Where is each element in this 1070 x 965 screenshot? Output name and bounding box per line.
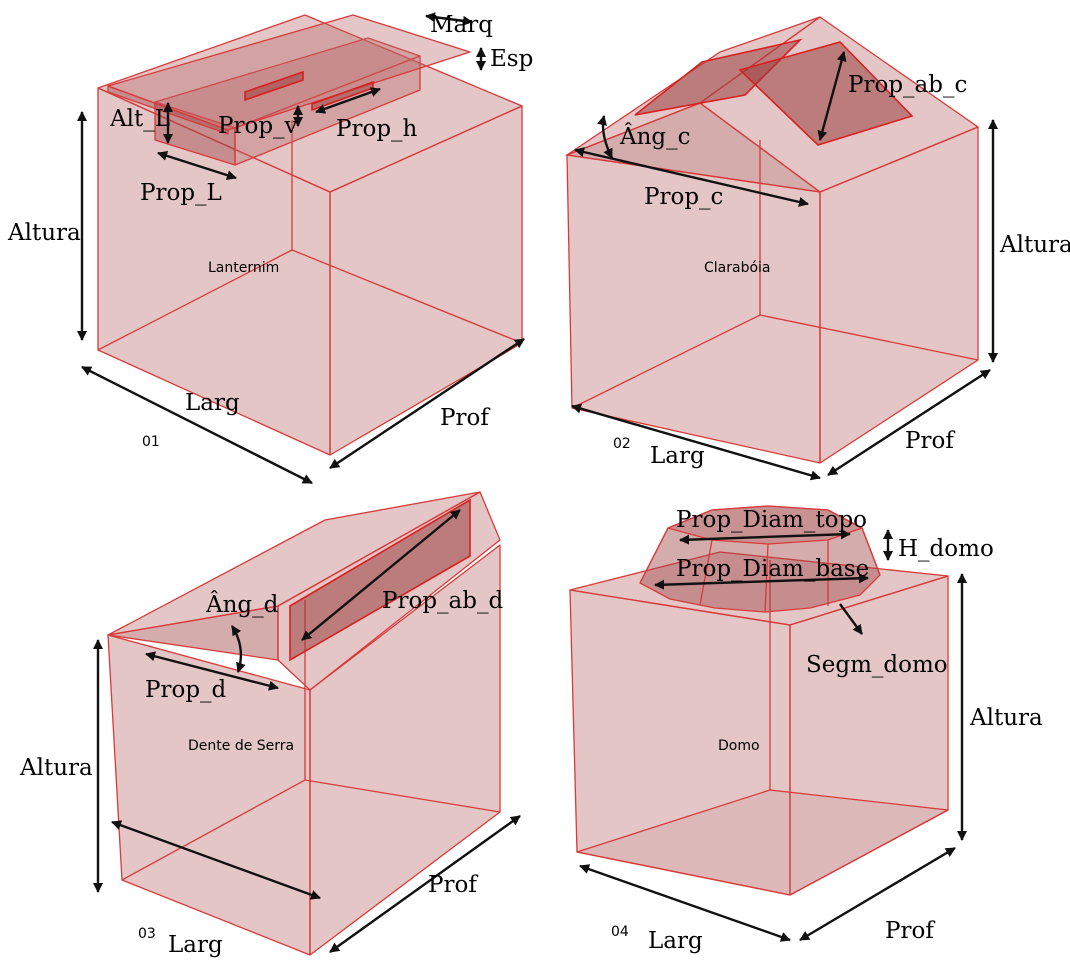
prop-d-arrow — [145, 651, 279, 691]
label-esp: Esp — [490, 46, 533, 72]
label-prop-l: Prop_L — [140, 180, 222, 206]
prop-ab-d-arrow — [301, 509, 461, 641]
label-prop-h: Prop_h — [336, 116, 418, 142]
prop-c-arrow — [574, 147, 809, 207]
label-prop-v: Prop_v — [218, 113, 298, 139]
larg-arrow — [111, 820, 321, 900]
label-prof: Prof — [428, 872, 478, 898]
label-larg: Larg — [168, 932, 223, 958]
label-prop-diam-base: Prop_Diam_base — [676, 556, 869, 582]
label-prop-c: Prop_c — [644, 184, 723, 210]
prop-h-arrow — [315, 87, 381, 114]
label-prof: Prof — [440, 405, 490, 431]
label-altura: Altura — [19, 755, 93, 781]
label-marq: Marq — [430, 12, 493, 38]
ang-c-arrow — [597, 115, 614, 159]
panel-02-claraboia: Prop_ab_c Âng_c Prop_c Altura Larg Prof … — [564, 16, 1070, 481]
caption-dente-de-serra: Dente de Serra — [188, 738, 294, 754]
dome-segments — [699, 539, 713, 606]
panel-number-04: 04 — [611, 924, 629, 940]
panel-number-03: 03 — [138, 926, 156, 942]
label-altura: Altura — [969, 705, 1043, 731]
marq-arrow — [425, 12, 473, 26]
label-larg: Larg — [650, 443, 705, 469]
label-prof: Prof — [905, 428, 955, 454]
label-altura: Altura — [999, 232, 1070, 258]
caption-lanternim: Lanternim — [208, 260, 279, 276]
panel-number-01: 01 — [142, 434, 160, 450]
prop-diam-base-arrow — [653, 573, 870, 590]
prop-ab-c-arrow — [817, 51, 847, 141]
larg-arrow — [579, 864, 791, 942]
label-larg: Larg — [185, 390, 240, 416]
label-prop-ab-d: Prop_ab_d — [382, 588, 503, 614]
panel-number-02: 02 — [613, 436, 631, 452]
label-prop-d: Prop_d — [145, 677, 227, 703]
panel-04-domo: Prop_Diam_topo H_domo Prop_Diam_base Seg… — [569, 505, 1043, 954]
prof-arrow — [799, 846, 956, 942]
vertical-opening — [244, 70, 304, 102]
label-ang-d: Âng_d — [205, 591, 279, 618]
label-ang-c: Âng_c — [619, 123, 691, 150]
dome-segment — [861, 527, 881, 576]
skylight-left — [634, 38, 803, 116]
label-larg: Larg — [648, 928, 703, 954]
segm-domo-arrow — [839, 603, 863, 635]
label-prop-diam-topo: Prop_Diam_topo — [676, 507, 867, 533]
label-alt-l: Alt_L — [109, 106, 170, 132]
larg-arrow — [81, 365, 313, 485]
prof-arrow — [329, 815, 521, 953]
caption-domo: Domo — [718, 738, 760, 754]
label-altura: Altura — [7, 220, 81, 246]
label-prop-ab-c: Prop_ab_c — [848, 72, 967, 98]
prop-diam-topo-arrow — [678, 529, 852, 545]
panel-03-dente-de-serra: Âng_d Prop_ab_d Prop_d Altura Larg Prof … — [19, 491, 521, 958]
label-prof: Prof — [885, 918, 935, 944]
prop-l-arrow — [157, 150, 237, 181]
prof-arrow — [827, 368, 991, 477]
larg-arrow — [571, 403, 821, 481]
ang-d-arrow — [230, 625, 246, 673]
dome-segment — [639, 527, 669, 584]
label-h-domo: H_domo — [898, 536, 994, 562]
prof-arrow — [329, 338, 525, 469]
label-segm-domo: Segm_domo — [806, 652, 948, 678]
panel-01-lanternim: Marq Esp Alt_L Prop_v Prop_h Prop_L Altu… — [7, 12, 533, 485]
caption-claraboia: Clarabóia — [704, 260, 771, 276]
